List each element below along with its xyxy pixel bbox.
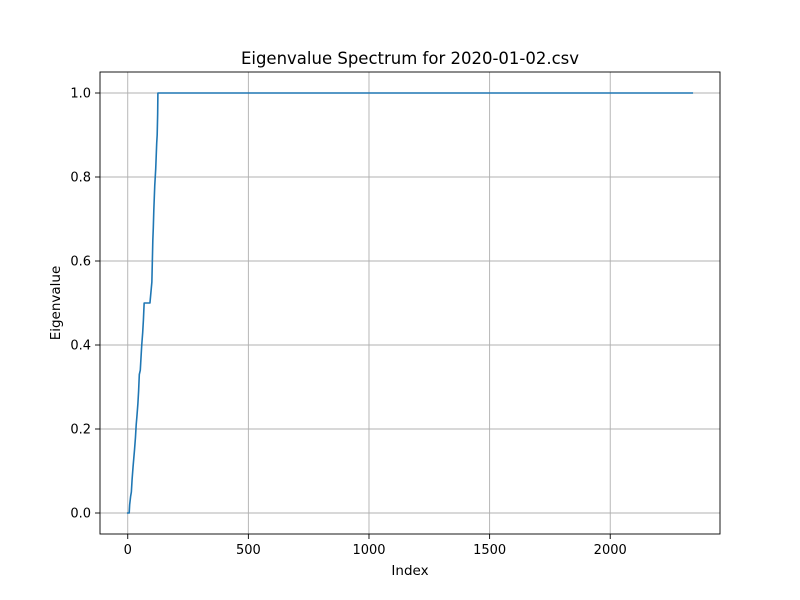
chart-title: Eigenvalue Spectrum for 2020-01-02.csv [241, 49, 579, 68]
series-lines [126, 92, 694, 514]
x-tick-label: 1500 [473, 543, 506, 558]
y-axis-ticks: 0.0 0.2 0.4 0.6 0.8 1.0 [70, 87, 100, 522]
y-tick-label: 0.6 [70, 255, 91, 270]
x-tick-label: 2000 [594, 543, 627, 558]
x-axis-label: Index [391, 563, 428, 579]
y-tick-label: 0.0 [70, 507, 91, 522]
x-axis-ticks: 0 500 1000 1500 2000 [124, 534, 627, 558]
y-tick-label: 0.8 [70, 171, 91, 186]
x-tick-label: 0 [124, 543, 132, 558]
eigenvalue-series-line [126, 92, 694, 514]
plot-frame [99, 71, 721, 535]
y-tick-label: 1.0 [70, 87, 91, 102]
grid-lines [100, 72, 720, 534]
y-tick-label: 0.2 [70, 423, 91, 438]
y-tick-label: 0.4 [70, 339, 91, 354]
x-tick-label: 1000 [352, 543, 385, 558]
x-tick-label: 500 [236, 543, 261, 558]
y-axis-label: Eigenvalue [48, 266, 64, 341]
